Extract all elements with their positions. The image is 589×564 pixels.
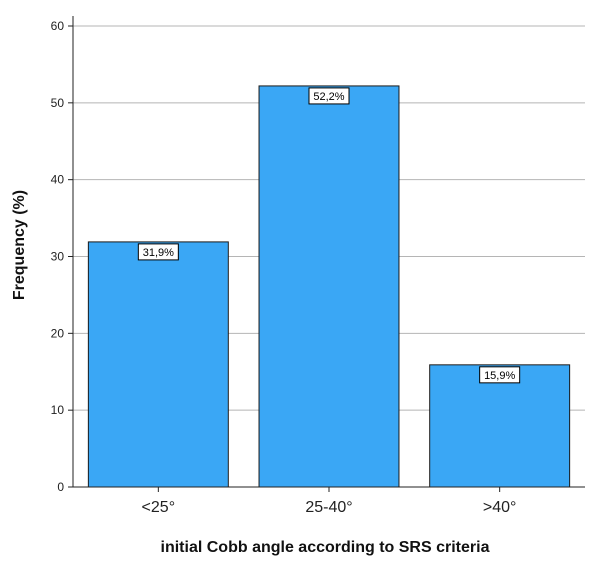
x-tick-label: <25° xyxy=(142,499,176,516)
y-tick-labels: 0 10 20 30 40 50 60 xyxy=(51,19,73,494)
y-tick-label: 20 xyxy=(51,326,65,340)
y-tick-label: 30 xyxy=(51,250,65,264)
y-tick-label: 50 xyxy=(51,96,65,110)
y-tick-label: 10 xyxy=(51,403,65,417)
bars xyxy=(87,85,571,488)
data-label-text: 52,2% xyxy=(313,91,344,103)
data-label: 31,9% xyxy=(137,243,179,261)
data-label-box xyxy=(137,243,179,261)
data-label-box xyxy=(479,366,521,384)
data-labels: 31,9% 52,2% 15,9% xyxy=(137,87,521,384)
y-tick-label: 40 xyxy=(51,173,65,187)
data-label-text: 31,9% xyxy=(143,247,174,259)
x-tick-label: 25-40° xyxy=(305,499,352,516)
data-label-text: 15,9% xyxy=(484,370,515,382)
x-tick-labels: <25° 25-40° >40° xyxy=(142,487,517,516)
x-axis-title: initial Cobb angle according to SRS crit… xyxy=(161,539,490,556)
y-axis-title: Frequency (%) xyxy=(11,190,28,300)
y-tick-label: 0 xyxy=(57,480,64,494)
data-label-box xyxy=(308,87,350,105)
y-tick-label: 60 xyxy=(51,19,65,33)
x-tick-label: >40° xyxy=(483,499,517,516)
data-label: 15,9% xyxy=(479,366,521,384)
bar xyxy=(258,85,400,488)
data-label: 52,2% xyxy=(308,87,350,105)
bar xyxy=(87,241,229,488)
